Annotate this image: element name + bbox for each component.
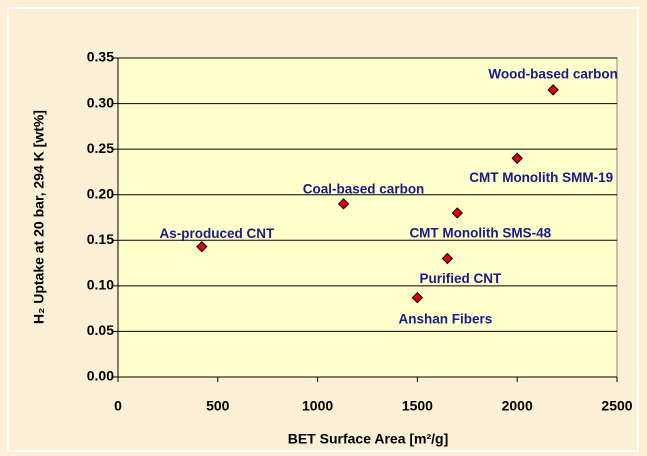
x-tick-label: 500 [206, 398, 230, 414]
y-tick-label: 0.30 [87, 94, 114, 110]
point [511, 152, 523, 164]
y-tick-label: 0.05 [87, 322, 114, 338]
x-axis-title: BET Surface Area [m²/g] [288, 431, 449, 447]
point-label: Anshan Fibers [399, 311, 493, 326]
point-label: Coal-based carbon [303, 181, 425, 196]
y-tick-label: 0.15 [87, 231, 114, 247]
point [337, 198, 350, 210]
y-tick-label: 0.10 [87, 277, 114, 293]
point [411, 291, 424, 304]
y-tick-label: 0.25 [87, 140, 114, 156]
x-tick-label: 0 [114, 398, 122, 414]
y-tick-label: 0.20 [87, 185, 114, 201]
x-tick-label: 1500 [402, 398, 433, 414]
x-tick-label: 2000 [502, 398, 533, 414]
plot-area [117, 57, 618, 378]
point [441, 252, 454, 265]
x-tick-label: 1000 [302, 398, 333, 414]
y-axis-title: H₂ Uptake at 20 bar, 294 K [wt%] [31, 110, 47, 324]
point-label: CMT Monolith SMM-19 [469, 170, 613, 185]
point-label: CMT Monolith SMS-48 [409, 226, 551, 241]
point-label: Wood-based carbon [488, 66, 618, 81]
y-tick-label: 0.00 [87, 368, 114, 384]
point [451, 207, 464, 219]
point-label: As-produced CNT [159, 226, 275, 241]
point-label: Purified CNT [419, 271, 502, 286]
y-tick-label: 0.35 [87, 49, 114, 65]
point [196, 240, 208, 253]
point [547, 84, 559, 96]
x-tick-label: 2500 [601, 398, 632, 414]
